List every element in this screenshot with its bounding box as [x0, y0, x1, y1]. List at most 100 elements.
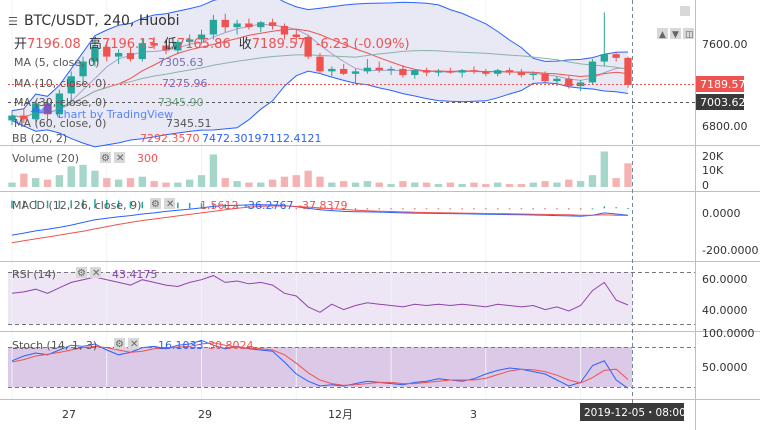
volume-bar: [553, 182, 561, 187]
macd-histogram-bar: [508, 208, 511, 210]
bb-value-basis: 7292.3570: [140, 132, 200, 145]
macd-histogram-bar: [603, 206, 606, 209]
marker-price-badge: [696, 94, 744, 110]
macd-histogram-bar: [46, 200, 49, 209]
price-axis[interactable]: 7600.00 6800.00 7189.57 7003.62 20K 10K …: [696, 38, 758, 374]
macd-histogram-bar: [271, 207, 274, 209]
close-icon[interactable]: ✕: [114, 152, 125, 164]
candle-body: [494, 70, 502, 74]
volume-bar: [576, 181, 585, 187]
gear-icon[interactable]: ⚙: [150, 198, 161, 210]
ma5-line: [11, 23, 629, 118]
macd-tick: -200.0000: [702, 244, 758, 257]
candle-body: [505, 70, 514, 73]
svg-text:✕: ✕: [166, 199, 174, 210]
candle-body: [553, 78, 561, 82]
close-icon[interactable]: ✕: [90, 267, 101, 279]
candle-body: [304, 37, 312, 57]
stoch-band: [8, 347, 632, 387]
candle-body: [588, 61, 597, 83]
volume-bar: [494, 182, 502, 187]
volume-label[interactable]: Volume (20): [12, 152, 79, 165]
gear-icon[interactable]: ⚙: [114, 338, 125, 350]
candle-body: [257, 22, 265, 28]
macd-histogram-bar: [224, 204, 226, 209]
candle-body: [280, 25, 289, 35]
time-axis[interactable]: 27 29 12月 3 2019-12-05・08:00: [62, 403, 686, 421]
macd-histogram-bar: [544, 208, 546, 210]
ma10-label[interactable]: MA (10, close, 0): [14, 77, 106, 90]
chevron-down-icon[interactable]: ▼: [670, 28, 681, 40]
hamburger-icon[interactable]: ☰: [8, 15, 18, 28]
stoch-label[interactable]: Stoch (14, 1, 3): [12, 339, 97, 352]
stoch-tick: 50.0000: [702, 361, 748, 374]
volume-tick: 20K: [702, 150, 724, 163]
candle-body: [624, 57, 632, 85]
candle-body: [79, 61, 87, 77]
volume-bar: [517, 184, 526, 187]
ma60-label[interactable]: MA (60, close, 0): [14, 117, 106, 130]
macd-histogram-bar: [331, 208, 333, 211]
macd-histogram-bar: [579, 208, 582, 210]
candle-body: [529, 73, 537, 76]
macd-histogram-bar: [11, 200, 13, 209]
macd-histogram-bar: [485, 208, 487, 210]
time-tick: 27: [62, 408, 76, 421]
svg-text:⚙: ⚙: [151, 199, 160, 210]
ma10-value: 7275.96: [162, 77, 208, 90]
ma5-value: 7305.63: [158, 56, 204, 69]
bb-label[interactable]: BB (20, 2): [12, 132, 67, 145]
maximize-icon[interactable]: ◫: [683, 28, 694, 40]
candle-body: [186, 39, 194, 42]
volume-bar: [280, 176, 289, 187]
symbol-title[interactable]: BTC/USDT, 240, Huobi: [24, 13, 180, 29]
volume-series: [8, 151, 632, 187]
close-icon[interactable]: ✕: [164, 198, 175, 210]
gear-icon[interactable]: ⚙: [100, 152, 111, 164]
stoch-value-k: 16.1033: [158, 339, 204, 352]
candle-body: [328, 68, 336, 72]
volume-bar: [624, 163, 632, 187]
volume-bar: [363, 181, 372, 187]
volume-bar: [174, 182, 182, 187]
ma5-label[interactable]: MA (5, close, 0): [14, 56, 99, 69]
macd-histogram-bar: [129, 201, 132, 209]
macd-histogram-bar: [58, 200, 61, 209]
macd-histogram-bar: [532, 208, 534, 210]
volume-bar: [422, 182, 431, 187]
ma30-label[interactable]: MA (30, close, 0): [14, 96, 106, 109]
macd-histogram-bar: [496, 208, 499, 210]
volume-bar: [588, 175, 597, 187]
volume-bar: [79, 164, 87, 187]
volume-bar: [328, 182, 336, 187]
price-tick: 7600.00: [702, 38, 748, 51]
rsi-tick: 60.0000: [702, 273, 748, 286]
candle-body: [411, 70, 419, 76]
macd-histogram-bar: [366, 208, 369, 210]
close-icon[interactable]: ✕: [128, 338, 139, 350]
gear-icon[interactable]: ⚙: [76, 267, 87, 279]
marker-price-label: 7003.62: [700, 96, 746, 109]
volume-bar: [541, 181, 549, 187]
chevron-up-icon[interactable]: ▲: [657, 28, 668, 40]
macd-histogram-bar: [94, 199, 96, 209]
windows-icon[interactable]: [680, 6, 690, 16]
volume-bar: [20, 173, 28, 187]
candle-body: [340, 68, 348, 74]
time-tick: 3: [470, 408, 477, 421]
volume-bar: [103, 178, 111, 187]
macd-histogram-bar: [212, 203, 215, 209]
macd-histogram-bar: [260, 206, 262, 209]
candle-body: [8, 115, 16, 121]
candle-body: [399, 68, 407, 76]
rsi-label[interactable]: RSI (14): [12, 268, 56, 281]
macd-histogram-bar: [236, 205, 238, 209]
macd-histogram-bar: [627, 207, 629, 209]
macd-histogram-bar: [568, 208, 570, 210]
macd-label[interactable]: MACD (12, 26, close, 9): [12, 199, 141, 212]
pane-labels: Volume (20) 300 MACD (12, 26, close, 9) …: [12, 152, 347, 352]
candle-body: [565, 78, 573, 87]
rsi-value: 43.4175: [112, 268, 158, 281]
volume-tick: 0: [702, 179, 709, 192]
